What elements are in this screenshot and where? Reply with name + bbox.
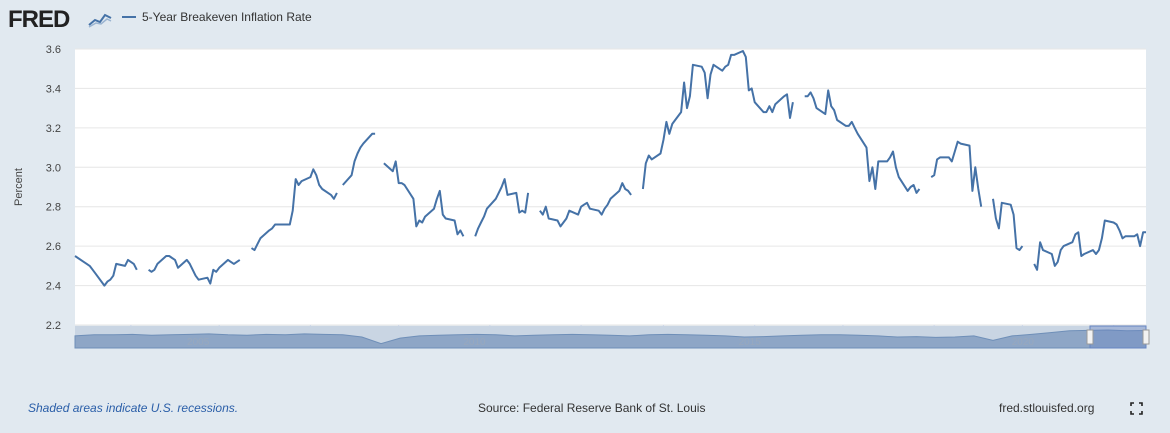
navigator-label: 2020 (1012, 337, 1035, 348)
site-link[interactable]: fred.stlouisfed.org (999, 401, 1095, 415)
fred-logo[interactable]: FRED (8, 6, 70, 33)
navigator-handle (1142, 329, 1150, 345)
y-tick-label: 3.2 (46, 123, 61, 135)
recession-note[interactable]: Shaded areas indicate U.S. recessions. (28, 401, 239, 415)
y-tick-label: 2.4 (46, 281, 61, 293)
navigator-selection (1089, 325, 1147, 349)
navigator-area (74, 329, 1147, 349)
series-line (74, 50, 1146, 287)
navigator-label: 2015 (739, 337, 762, 348)
y-tick-label: 2.2 (46, 320, 61, 332)
plot-area (75, 49, 1146, 325)
y-tick-label: 3.6 (46, 44, 61, 56)
chart[interactable]: 2.22.42.62.83.03.23.43.62021-092021-1020… (0, 36, 1170, 386)
y-tick-label: 3.4 (46, 83, 61, 95)
y-tick-label: 2.8 (46, 202, 61, 214)
navigator-handle (1086, 329, 1094, 345)
fred-graph-icon (88, 10, 112, 28)
source-text: Source: Federal Reserve Bank of St. Loui… (478, 401, 706, 415)
legend-label: 5-Year Breakeven Inflation Rate (142, 10, 312, 24)
fullscreen-icon[interactable] (1130, 402, 1143, 415)
navigator-label: 2005 (187, 337, 210, 348)
navigator-label: 2010 (463, 337, 486, 348)
y-axis-label: Percent (13, 168, 25, 206)
y-tick-label: 3.0 (46, 162, 61, 174)
legend-swatch (122, 16, 136, 18)
y-tick-label: 2.6 (46, 241, 61, 253)
chart-legend: 5-Year Breakeven Inflation Rate (122, 10, 312, 24)
